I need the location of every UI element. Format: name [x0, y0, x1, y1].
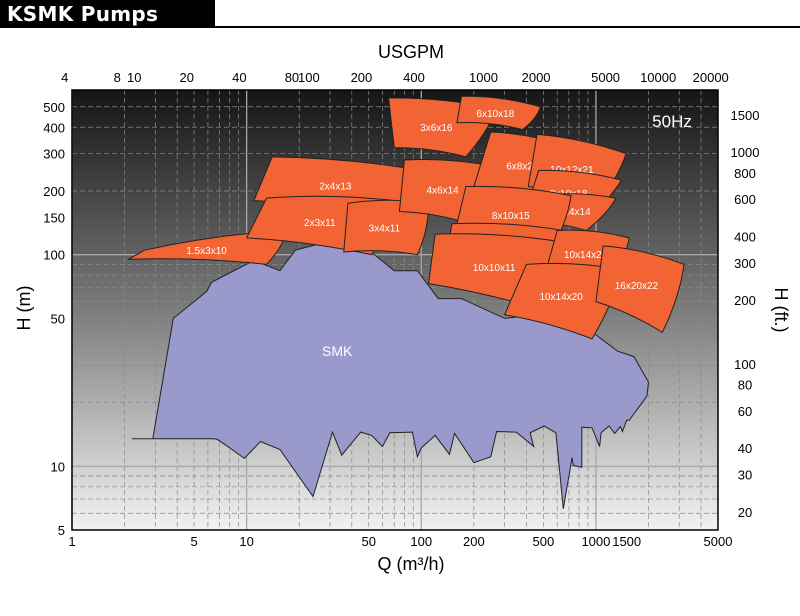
x-tick-label: 10	[239, 534, 253, 549]
header-bar: KSMK Pumps	[0, 0, 215, 28]
y2-tick-label: 400	[734, 229, 756, 244]
header-rule	[215, 26, 800, 28]
x2-tick-label: 10000	[640, 70, 676, 85]
pump-curve-region	[503, 262, 623, 340]
smk-region	[131, 241, 650, 509]
pump-curve-label: 10x14x24	[564, 250, 608, 261]
x2-tick-label: 20	[180, 70, 194, 85]
pump-curve-label: 6x8x21	[506, 162, 539, 173]
pump-curve-label: 16x20x22	[615, 281, 659, 292]
pump-curve-6x10x18: 6x10x18	[456, 95, 541, 131]
y-tick-label: 10	[51, 459, 65, 474]
x2-tick-label: 10	[127, 70, 141, 85]
x2-tick-label: 5000	[591, 70, 620, 85]
y-axis-title: H (m)	[14, 286, 34, 331]
x2-tick-label: 40	[232, 70, 246, 85]
pump-curve-3x4x11: 3x4x11	[343, 199, 430, 256]
y-tick-label: 300	[43, 147, 65, 162]
y2-axis-title: H (ft.)	[771, 288, 791, 333]
y2-tick-label: 300	[734, 256, 756, 271]
y-tick-label: 500	[43, 100, 65, 115]
y2-tick-label: 1000	[731, 145, 760, 160]
pump-curve-label: 10x12x21	[550, 165, 594, 176]
x2-tick-label: 1000	[469, 70, 498, 85]
x-tick-label: 50	[361, 534, 375, 549]
y2-tick-label: 1500	[731, 108, 760, 123]
pump-curve-region	[456, 95, 541, 131]
x2-tick-label: 400	[403, 70, 425, 85]
y2-tick-label: 800	[734, 166, 756, 181]
plot-frame	[71, 89, 719, 531]
y2-tick-label: 30	[738, 468, 752, 483]
smk-layer: SMK	[131, 241, 650, 509]
pump-curve-label: 3x4x11	[369, 223, 401, 234]
x2-tick-label: 20000	[693, 70, 729, 85]
header-title: KSMK Pumps	[7, 2, 159, 26]
y-tick-label: 200	[43, 184, 65, 199]
pump-curve-region	[128, 230, 288, 265]
x2-tick-label: 8	[114, 70, 121, 85]
x-tick-label: 5000	[704, 534, 733, 549]
pump-curve-label: 2x3x11	[304, 218, 336, 229]
x-tick-label: 5	[190, 534, 197, 549]
x2-tick-label: 4	[61, 70, 68, 85]
y2-tick-label: 600	[734, 192, 756, 207]
y2-tick-label: 200	[734, 293, 756, 308]
pump-curve-16x20x22: 16x20x22	[595, 245, 685, 333]
pump-curve-10x14x20: 10x14x20	[503, 262, 623, 340]
pump-curve-label: 8x10x15	[492, 211, 530, 222]
x2-tick-label: 80	[285, 70, 299, 85]
y-tick-label: 50	[51, 311, 65, 326]
y2-tick-label: 60	[738, 404, 752, 419]
pump-curve-region	[595, 245, 685, 333]
smk-region-label: SMK	[322, 343, 353, 359]
y2-tick-label: 100	[734, 357, 756, 372]
pump-curve-label: 2x4x13	[319, 181, 352, 192]
pump-curve-label: 1.5x3x10	[186, 246, 227, 257]
pump-curve-label: 10x10x11	[473, 263, 516, 274]
pump-curve-label: 6x10x18	[476, 109, 514, 120]
y-tick-label: 400	[43, 120, 65, 135]
frequency-label: 50Hz	[652, 112, 692, 131]
x-tick-label: 1500	[612, 534, 641, 549]
x2-tick-label: 100	[298, 70, 320, 85]
x-tick-label: 1000	[581, 534, 610, 549]
y2-tick-label: 80	[738, 377, 752, 392]
x-tick-label: 500	[533, 534, 555, 549]
x-axis-title: Q (m³/h)	[378, 554, 445, 574]
x2-tick-label: 2000	[522, 70, 551, 85]
pump-curve-label: 4x6x14	[426, 186, 459, 197]
y2-tick-label: 20	[738, 505, 752, 520]
y-tick-label: 150	[43, 210, 65, 225]
pump-curve-region	[343, 199, 430, 256]
y-tick-label: 100	[43, 248, 65, 263]
y2-tick-label: 40	[738, 441, 752, 456]
pump-curve-label: 10x14x14	[547, 207, 591, 218]
pump-curve-label: 10x14x20	[539, 292, 583, 303]
y-tick-label: 5	[58, 523, 65, 538]
pump-layer: 1.5x3x10 2x4x13 2x3x11 3x4x11 3x6x16 6x10x18 4…	[128, 95, 685, 340]
x-tick-label: 100	[410, 534, 432, 549]
x2-axis-title: USGPM	[378, 42, 444, 62]
x-tick-label: 200	[463, 534, 485, 549]
pump-curve-label: 3x6x16	[420, 123, 453, 134]
x-tick-label: 1	[68, 534, 75, 549]
pump-curve-1.5x3x10: 1.5x3x10	[128, 230, 288, 265]
x2-tick-label: 200	[351, 70, 373, 85]
